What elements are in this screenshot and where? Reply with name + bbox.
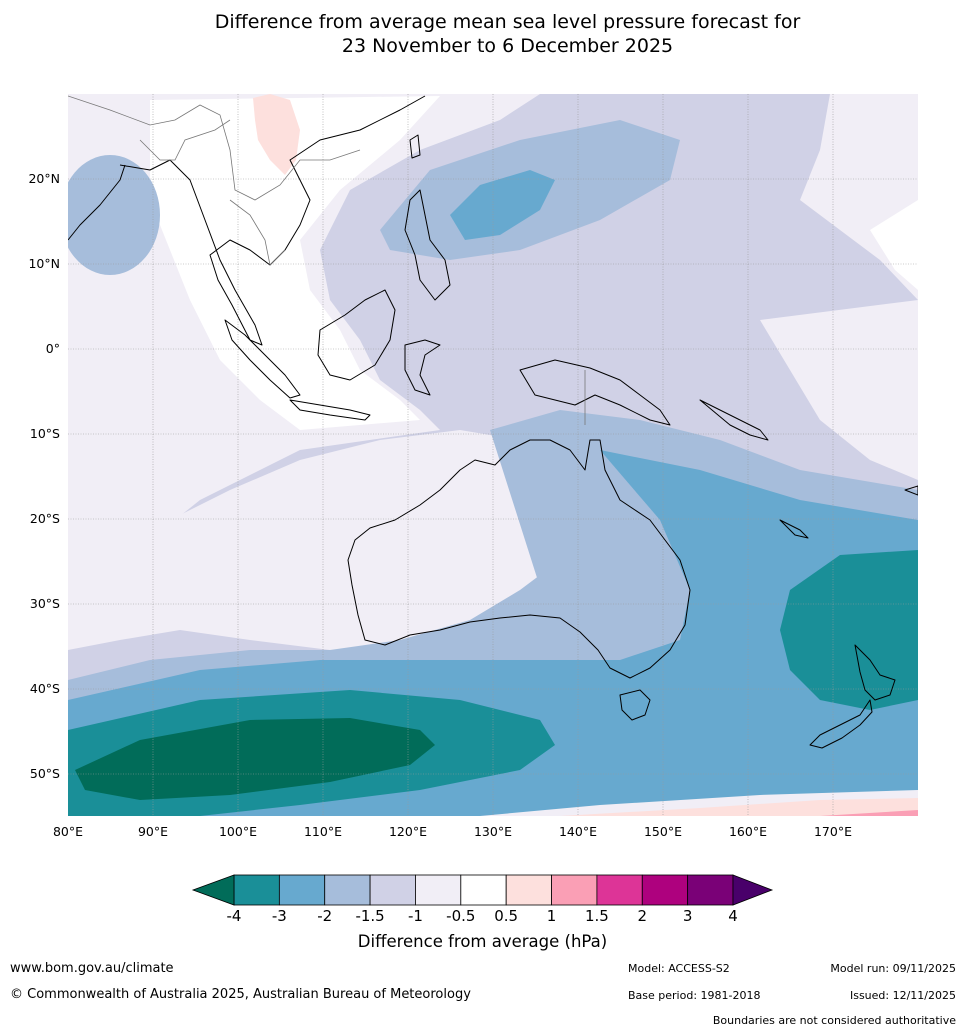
lon-label: 150°E	[643, 824, 682, 839]
colorbar-segment	[505, 874, 552, 906]
colorbar-segment	[687, 874, 734, 906]
colorbar-tick-label: -1	[407, 907, 423, 925]
colorbar-tick-label: 4	[728, 907, 738, 925]
colorbar-segment	[278, 874, 326, 906]
lon-label: 140°E	[558, 824, 597, 839]
new-zealand-north-coast	[854, 644, 896, 701]
lon-label: 110°E	[303, 824, 342, 839]
lon-label: 120°E	[388, 824, 427, 839]
country-borders	[68, 95, 586, 425]
colorbar-segment	[551, 874, 598, 906]
java-coast	[289, 399, 371, 421]
colorbar-tick-label: -1.5	[355, 907, 385, 925]
lat-label: 0°	[45, 341, 60, 356]
lon-label: 90°E	[137, 824, 169, 839]
boundaries-disclaimer: Boundaries are not considered authoritat…	[712, 1014, 956, 1027]
new-guinea-coast	[519, 359, 671, 426]
new-zealand-south-coast	[809, 699, 873, 749]
copyright-text: © Commonwealth of Australia 2025, Austra…	[10, 987, 471, 1002]
lon-label: 130°E	[473, 824, 512, 839]
colorbar-tick-label: 1	[546, 907, 557, 925]
title-line-2: 23 November to 6 December 2025	[341, 35, 674, 57]
lon-label: 100°E	[218, 824, 257, 839]
colorbar-segment	[324, 874, 371, 906]
coastlines	[68, 95, 918, 749]
colorbar-segment	[415, 874, 462, 906]
base-period: Base period: 1981-2018	[628, 989, 761, 1002]
colorbar	[191, 874, 774, 906]
issued-date: Issued: 12/11/2025	[849, 989, 956, 1002]
lat-label: 20°N	[28, 171, 60, 186]
colorbar-tick-label: 0.5	[494, 907, 519, 925]
indochina-coast	[119, 95, 426, 346]
lat-label: 50°S	[29, 766, 60, 781]
colorbar-title: Difference from average (hPa)	[357, 932, 608, 951]
map-title: Difference from average mean sea level p…	[0, 10, 965, 58]
pressure-anomaly-field	[68, 94, 918, 816]
lat-label: 10°S	[29, 426, 60, 441]
colorbar-tick-label: -3	[271, 907, 287, 925]
title-line-1: Difference from average mean sea level p…	[214, 11, 801, 33]
colorbar-tick-label: -4	[226, 907, 242, 925]
model-run: Model run: 09/11/2025	[830, 962, 956, 975]
colorbar-tick-label: -0.5	[446, 907, 476, 925]
lat-label: 20°S	[29, 511, 60, 526]
colorbar-tick-label: -2	[317, 907, 333, 925]
lat-label: 10°N	[28, 256, 60, 271]
colorbar-segment	[596, 874, 643, 906]
tasmania-coast	[619, 689, 651, 721]
pacific-islands	[699, 399, 918, 539]
lon-label: 170°E	[813, 824, 852, 839]
colorbar-segment	[460, 874, 507, 906]
taiwan-coast	[409, 134, 421, 159]
india-coast	[68, 164, 126, 241]
lon-label: 80°E	[52, 824, 84, 839]
colorbar-tick-label: 2	[637, 907, 648, 925]
colorbar-segment	[233, 874, 280, 906]
lat-label: 30°S	[29, 596, 60, 611]
colorbar-under-triangle	[191, 874, 235, 906]
sumatra-coast	[224, 319, 301, 399]
sulawesi-coast	[404, 339, 441, 396]
philippines-coast	[404, 189, 451, 301]
borneo-coast	[317, 289, 396, 381]
lon-label: 160°E	[728, 824, 767, 839]
colorbar-tick-label: 1.5	[584, 907, 609, 925]
colorbar-tick-label: 3	[682, 907, 693, 925]
lat-label: 40°S	[29, 681, 60, 696]
model-name: Model: ACCESS-S2	[628, 962, 730, 975]
colorbar-segment	[641, 874, 689, 906]
website-link[interactable]: www.bom.gov.au/climate	[10, 961, 174, 976]
colorbar-segment	[369, 874, 416, 906]
australia-coast	[347, 439, 691, 679]
colorbar-over-triangle	[732, 874, 774, 906]
